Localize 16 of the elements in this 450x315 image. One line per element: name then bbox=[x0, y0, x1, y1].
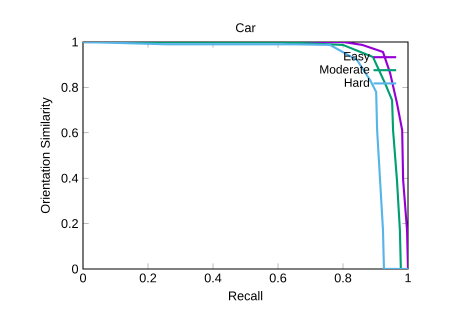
x-tick-label: 1 bbox=[405, 273, 411, 282]
x-tick-label: 0.4 bbox=[204, 273, 222, 282]
x-tick-label: 0.6 bbox=[270, 273, 286, 282]
y-tick-label: 0.6 bbox=[61, 128, 78, 138]
y-tick-label: 0.8 bbox=[61, 82, 78, 92]
x-axis-title: Recall bbox=[229, 291, 262, 300]
x-tick-label: 0.2 bbox=[140, 273, 156, 282]
y-tick-label: 0.2 bbox=[61, 219, 78, 228]
chart-title: Car bbox=[236, 23, 256, 32]
y-tick-label: 0 bbox=[72, 264, 78, 274]
legend-label: Hard bbox=[344, 78, 370, 87]
y-tick-label: 0.4 bbox=[61, 174, 78, 183]
y-tick-label: 1 bbox=[72, 38, 78, 46]
x-tick-label: 0.8 bbox=[334, 273, 352, 282]
x-tick-label: 0 bbox=[80, 273, 86, 282]
y-axis-title: Orientation Similarity bbox=[40, 97, 52, 214]
